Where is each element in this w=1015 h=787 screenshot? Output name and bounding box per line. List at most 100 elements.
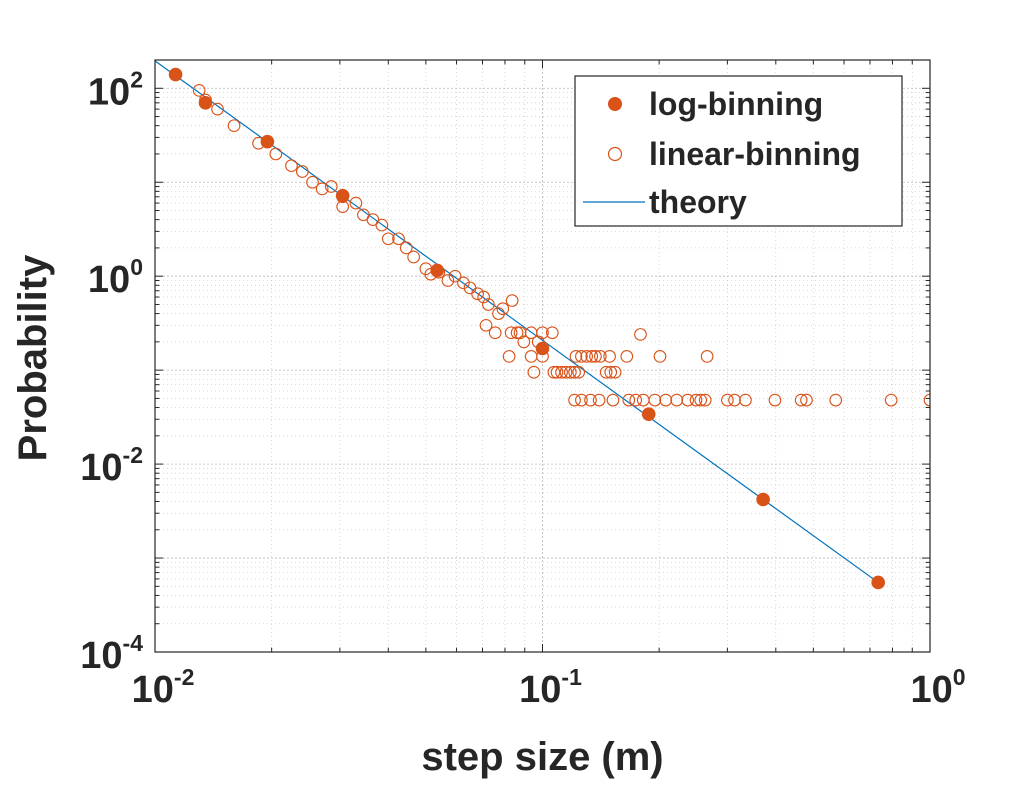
y-tick-label-exponent: 0 — [130, 254, 143, 280]
linear-binning-point — [392, 232, 405, 246]
x-tick-label-base: 10 — [132, 669, 174, 711]
linear-binning-point — [285, 159, 298, 173]
linear-binning-point — [592, 393, 606, 407]
log-binning-point — [756, 492, 770, 507]
linear-binning-point — [505, 294, 519, 307]
linear-binning-point — [517, 335, 531, 349]
linear-binning-point — [492, 307, 505, 320]
linear-binning-point — [510, 326, 524, 340]
linear-binning-point — [564, 365, 577, 379]
y-axis-label: Probability — [11, 254, 55, 461]
linear-binning-point — [884, 393, 898, 407]
log-binning-point — [430, 263, 445, 278]
linear-binning-point — [550, 365, 564, 379]
linear-binning-point — [572, 365, 586, 379]
linear-binning-point — [545, 326, 559, 340]
linear-binning-point — [698, 393, 712, 407]
linear-binning-point — [585, 350, 599, 363]
linear-binning-point — [599, 365, 613, 379]
legend-marker-log-binning — [608, 97, 622, 111]
series-layer — [155, 60, 930, 590]
linear-binning-point — [689, 393, 703, 407]
legend-label-linear-binning: linear-binning — [649, 136, 861, 172]
legend-label-log-binning: log-binning — [649, 86, 823, 122]
log-binning-point — [260, 134, 275, 149]
linear-binning-point — [269, 147, 283, 161]
log-binning-point — [535, 341, 550, 356]
log-binning-point — [168, 67, 183, 82]
linear-binning-point — [477, 290, 491, 304]
log-binning-point — [641, 407, 656, 421]
y-tick-label-base: 10 — [88, 71, 130, 113]
linear-binning-point — [670, 393, 684, 407]
linear-binning-point — [227, 119, 241, 133]
linear-binning-point — [694, 393, 708, 407]
y-tick-label-base: 10 — [88, 259, 130, 301]
linear-binning-point — [768, 393, 782, 407]
linear-binning-point — [629, 393, 643, 407]
linear-binning-point — [407, 250, 420, 264]
y-tick-label: 10-2 — [80, 442, 143, 489]
log-binning-point — [871, 575, 885, 590]
x-axis-label: step size (m) — [421, 735, 663, 779]
log-binning-point — [335, 188, 350, 203]
y-tick-label: 10-4 — [80, 630, 143, 677]
linear-binning-point — [559, 365, 573, 379]
linear-binning-point — [496, 302, 510, 316]
linear-binning-point — [381, 232, 395, 246]
linear-binning-point — [608, 365, 622, 379]
linear-binning-point — [555, 365, 568, 379]
linear-binning-point — [604, 365, 618, 379]
x-tick-label: 10-2 — [132, 664, 195, 711]
y-tick-label-exponent: -2 — [123, 442, 143, 468]
linear-binning-point — [479, 318, 493, 332]
linear-binning-point — [482, 298, 495, 311]
linear-binning-point — [502, 350, 516, 363]
legend-label-theory: theory — [649, 184, 747, 220]
log-binning-point — [198, 96, 213, 110]
linear-binning-point — [504, 326, 518, 340]
linear-binning-point — [568, 365, 581, 379]
x-tick-label: 100 — [910, 664, 965, 711]
linear-binning-point — [536, 326, 549, 340]
linear-binning-point — [349, 196, 363, 210]
linear-binning-point — [800, 393, 813, 407]
x-tick-label-base: 10 — [519, 669, 561, 711]
linear-binning-point — [192, 84, 206, 97]
linear-binning-point — [324, 180, 338, 193]
linear-binning-point — [728, 393, 741, 407]
axes-frame — [154, 59, 931, 653]
linear-binning-point — [634, 328, 647, 341]
linear-binning-point — [488, 326, 502, 340]
linear-binning-point — [448, 269, 462, 283]
x-tick-label-exponent: -1 — [561, 664, 582, 690]
y-tick-label-exponent: -4 — [123, 630, 144, 656]
linear-binning-point — [527, 365, 541, 379]
linear-binning-point — [315, 182, 329, 196]
linear-binning-point — [648, 393, 662, 407]
linear-binning-point — [441, 274, 455, 287]
linear-binning-point — [575, 350, 588, 363]
linear-binning-point — [575, 393, 588, 407]
linear-binning-point — [569, 350, 583, 363]
linear-binning-point — [700, 350, 714, 363]
x-tick-label-exponent: -2 — [174, 664, 194, 690]
linear-binning-point — [375, 218, 389, 232]
linear-binning-point — [471, 287, 484, 301]
linear-binning-point — [681, 393, 695, 407]
x-tick-label: 10-1 — [519, 664, 582, 711]
linear-binning-point — [295, 165, 309, 178]
linear-binning-point — [653, 350, 667, 363]
legend-marker-linear-binning — [607, 146, 623, 162]
linear-binning-point — [659, 393, 673, 407]
legend-box — [574, 75, 903, 227]
linear-binning-point — [580, 350, 594, 363]
linear-binning-point — [620, 350, 634, 363]
linear-binning-point — [306, 175, 319, 189]
linear-binning-point — [739, 393, 752, 407]
x-tick-label-base: 10 — [910, 669, 952, 711]
legend: log-binning linear-binning theory — [574, 75, 903, 227]
